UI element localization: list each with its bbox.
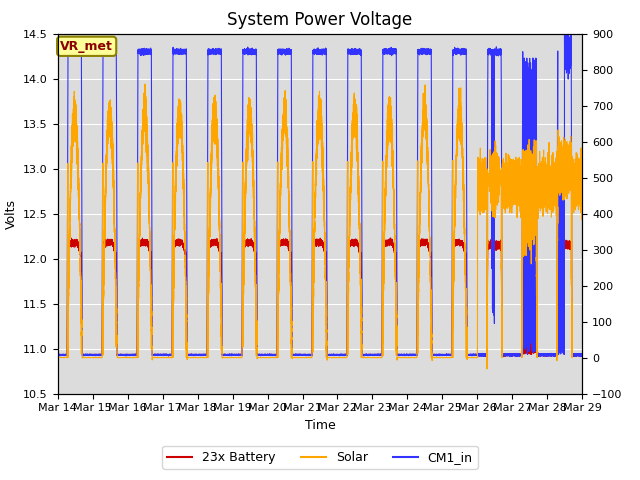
Y-axis label: Volts: Volts: [4, 199, 17, 228]
X-axis label: Time: Time: [305, 419, 335, 432]
Legend: 23x Battery, Solar, CM1_in: 23x Battery, Solar, CM1_in: [163, 446, 477, 469]
Title: System Power Voltage: System Power Voltage: [227, 11, 413, 29]
Text: VR_met: VR_met: [60, 40, 113, 53]
